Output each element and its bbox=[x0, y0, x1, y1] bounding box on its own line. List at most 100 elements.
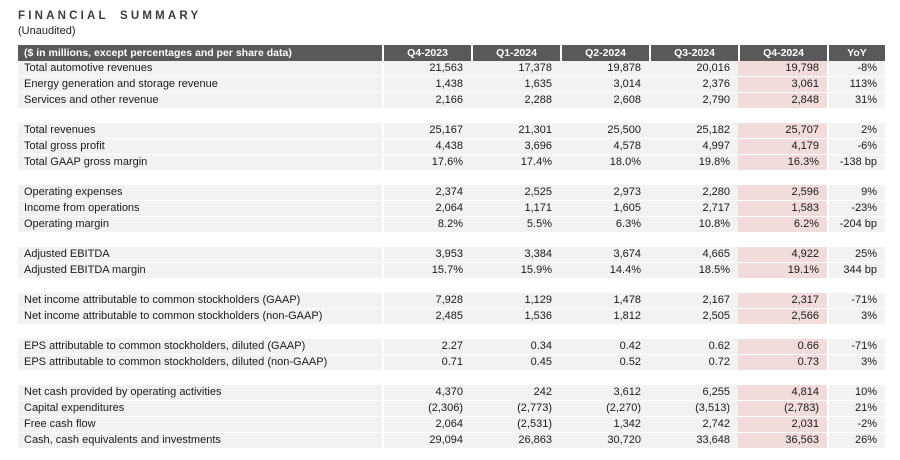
cell-q3-2024: 2,280 bbox=[649, 185, 738, 201]
cell-q1-2024: 21,301 bbox=[471, 123, 560, 139]
column-header-q4-2023: Q4-2023 bbox=[382, 45, 471, 61]
cell-q1-2024: 1,171 bbox=[471, 201, 560, 217]
cell-yoy: 21% bbox=[827, 401, 885, 417]
cell-q4-2023: 0.71 bbox=[382, 355, 471, 371]
page-subtitle: (Unaudited) bbox=[18, 25, 76, 37]
cell-q2-2024: 3,674 bbox=[560, 247, 649, 263]
cell-q4-2024: 2,848 bbox=[738, 93, 827, 109]
cell-q3-2024: 20,016 bbox=[649, 61, 738, 77]
row-label: Net income attributable to common stockh… bbox=[18, 293, 382, 309]
row-label: Adjusted EBITDA margin bbox=[18, 263, 382, 279]
cell-q2-2024: 2,973 bbox=[560, 185, 649, 201]
cell-q1-2024: 17,378 bbox=[471, 61, 560, 77]
cell-q4-2023: 2.27 bbox=[382, 339, 471, 355]
cell-yoy: -8% bbox=[827, 61, 885, 77]
cell-q2-2024: 18.0% bbox=[560, 155, 649, 171]
table-header-label: ($ in millions, except percentages and p… bbox=[18, 45, 382, 61]
cell-q3-2024: 19.8% bbox=[649, 155, 738, 171]
cell-q4-2024: 4,922 bbox=[738, 247, 827, 263]
row-label: Cash, cash equivalents and investments bbox=[18, 433, 382, 449]
cell-q2-2024: 6.3% bbox=[560, 217, 649, 233]
table-row: Total gross profit 4,438 3,696 4,578 4,997 4,… bbox=[18, 139, 885, 155]
cell-q4-2023: 2,064 bbox=[382, 201, 471, 217]
row-label: Energy generation and storage revenue bbox=[18, 77, 382, 93]
page-title: FINANCIAL SUMMARY bbox=[18, 10, 202, 22]
cell-yoy: -71% bbox=[827, 339, 885, 355]
column-header-q2-2024: Q2-2024 bbox=[560, 45, 649, 61]
cell-yoy: 3% bbox=[827, 355, 885, 371]
table-row: EPS attributable to common stockholders,… bbox=[18, 355, 885, 371]
cell-q3-2024: 2,742 bbox=[649, 417, 738, 433]
cell-q4-2023: 29,094 bbox=[382, 433, 471, 449]
cell-q4-2024: 4,814 bbox=[738, 385, 827, 401]
table-row: Adjusted EBITDA margin 15.7% 15.9% 14.4% 18.… bbox=[18, 263, 885, 279]
cell-yoy: 344 bp bbox=[827, 263, 885, 279]
cell-q1-2024: 15.9% bbox=[471, 263, 560, 279]
row-label: Total automotive revenues bbox=[18, 61, 382, 77]
table-row: Net cash provided by operating activitie… bbox=[18, 385, 885, 401]
cell-q4-2023: 25,167 bbox=[382, 123, 471, 139]
table-row: Energy generation and storage revenue 1,4… bbox=[18, 77, 885, 93]
table-row: Adjusted EBITDA 3,953 3,384 3,674 4,665 4,922… bbox=[18, 247, 885, 263]
cell-q4-2023: 2,374 bbox=[382, 185, 471, 201]
cell-q4-2024: 6.2% bbox=[738, 217, 827, 233]
page: FINANCIAL SUMMARY (Unaudited) ($ in mill… bbox=[18, 10, 885, 449]
cell-q4-2023: 8.2% bbox=[382, 217, 471, 233]
cell-q4-2024: 2,596 bbox=[738, 185, 827, 201]
cell-q1-2024: 2,525 bbox=[471, 185, 560, 201]
cell-q4-2024: 19,798 bbox=[738, 61, 827, 77]
table-row: EPS attributable to common stockholders,… bbox=[18, 339, 885, 355]
cell-yoy: -71% bbox=[827, 293, 885, 309]
cell-q4-2024: 1,583 bbox=[738, 201, 827, 217]
cell-q3-2024: 2,790 bbox=[649, 93, 738, 109]
cell-yoy: 2% bbox=[827, 123, 885, 139]
cell-q4-2023: 3,953 bbox=[382, 247, 471, 263]
row-label: Operating margin bbox=[18, 217, 382, 233]
table-row: Services and other revenue 2,166 2,288 2,60… bbox=[18, 93, 885, 109]
table-row: Cash, cash equivalents and investments 29… bbox=[18, 433, 885, 449]
cell-q2-2024: 30,720 bbox=[560, 433, 649, 449]
cell-q3-2024: 2,167 bbox=[649, 293, 738, 309]
table-row: Operating expenses 2,374 2,525 2,973 2,280 2,… bbox=[18, 185, 885, 201]
row-label: Capital expenditures bbox=[18, 401, 382, 417]
table-row: Income from operations 2,064 1,171 1,605 2,7… bbox=[18, 201, 885, 217]
column-header-q3-2024: Q3-2024 bbox=[649, 45, 738, 61]
cell-q2-2024: 14.4% bbox=[560, 263, 649, 279]
row-label: Total revenues bbox=[18, 123, 382, 139]
cell-yoy: -204 bp bbox=[827, 217, 885, 233]
cell-q4-2023: 17.6% bbox=[382, 155, 471, 171]
row-label: EPS attributable to common stockholders,… bbox=[18, 339, 382, 355]
cell-q4-2024: 19.1% bbox=[738, 263, 827, 279]
row-label: Net cash provided by operating activitie… bbox=[18, 385, 382, 401]
cell-q3-2024: 2,376 bbox=[649, 77, 738, 93]
row-label: Income from operations bbox=[18, 201, 382, 217]
cell-q2-2024: 1,478 bbox=[560, 293, 649, 309]
cell-q2-2024: 0.52 bbox=[560, 355, 649, 371]
group-separator bbox=[18, 371, 885, 385]
group-separator bbox=[18, 109, 885, 123]
row-label: Operating expenses bbox=[18, 185, 382, 201]
cell-yoy: 25% bbox=[827, 247, 885, 263]
cell-q4-2023: 15.7% bbox=[382, 263, 471, 279]
cell-q3-2024: 25,182 bbox=[649, 123, 738, 139]
cell-q3-2024: 6,255 bbox=[649, 385, 738, 401]
cell-q2-2024: (2,270) bbox=[560, 401, 649, 417]
cell-q3-2024: 2,505 bbox=[649, 309, 738, 325]
column-header-yoy: YoY bbox=[827, 45, 885, 61]
cell-q2-2024: 3,014 bbox=[560, 77, 649, 93]
cell-q1-2024: 0.45 bbox=[471, 355, 560, 371]
row-label: Free cash flow bbox=[18, 417, 382, 433]
table-row: Capital expenditures (2,306) (2,773) (2,270… bbox=[18, 401, 885, 417]
cell-q4-2024: 25,707 bbox=[738, 123, 827, 139]
cell-q2-2024: 25,500 bbox=[560, 123, 649, 139]
table-row: Net income attributable to common stockh… bbox=[18, 293, 885, 309]
table-body: Total automotive revenues 21,563 17,378 19,… bbox=[18, 61, 885, 449]
financial-summary-table: ($ in millions, except percentages and p… bbox=[18, 45, 885, 449]
cell-q4-2024: 2,317 bbox=[738, 293, 827, 309]
cell-yoy: 113% bbox=[827, 77, 885, 93]
cell-q4-2023: 21,563 bbox=[382, 61, 471, 77]
cell-q4-2023: 7,928 bbox=[382, 293, 471, 309]
cell-q3-2024: 4,665 bbox=[649, 247, 738, 263]
cell-q3-2024: 4,997 bbox=[649, 139, 738, 155]
cell-q3-2024: 18.5% bbox=[649, 263, 738, 279]
